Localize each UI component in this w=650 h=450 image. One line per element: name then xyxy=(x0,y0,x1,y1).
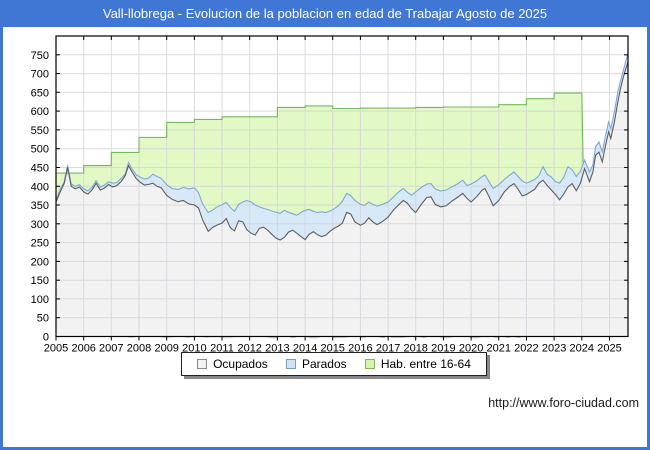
title-bar: Vall-llobrega - Evolucion de la poblacio… xyxy=(3,0,647,27)
svg-text:150: 150 xyxy=(31,275,49,287)
svg-text:650: 650 xyxy=(31,87,49,99)
ocupados-line xyxy=(55,61,629,241)
svg-text:400: 400 xyxy=(31,181,49,193)
chart-fills xyxy=(56,52,628,337)
parados-top-line xyxy=(55,52,629,216)
legend-label: Hab. entre 16-64 xyxy=(380,357,471,371)
svg-text:250: 250 xyxy=(31,238,49,250)
svg-text:2009: 2009 xyxy=(154,343,178,355)
svg-text:200: 200 xyxy=(31,256,49,268)
svg-text:0: 0 xyxy=(43,332,49,344)
svg-text:2007: 2007 xyxy=(99,343,123,355)
legend-label: Parados xyxy=(301,357,347,371)
svg-text:2015: 2015 xyxy=(320,343,344,355)
svg-text:2023: 2023 xyxy=(542,343,566,355)
svg-text:2013: 2013 xyxy=(265,343,289,355)
svg-text:50: 50 xyxy=(37,313,49,325)
svg-text:2021: 2021 xyxy=(487,343,511,355)
parados-swatch-icon xyxy=(285,359,296,369)
ocupados-swatch-icon xyxy=(197,359,208,369)
source-url: http://www.foro-ciudad.com xyxy=(488,396,639,410)
svg-text:500: 500 xyxy=(31,144,49,156)
hab16-64-swatch-icon xyxy=(364,359,375,369)
svg-text:600: 600 xyxy=(31,106,49,118)
svg-text:2020: 2020 xyxy=(459,343,483,355)
svg-text:2011: 2011 xyxy=(210,343,234,355)
x-axis-labels: 2005 2006 2007 2008 2009 2010 2011 2012 2013 2014… xyxy=(44,343,622,355)
svg-text:2010: 2010 xyxy=(182,343,206,355)
svg-text:300: 300 xyxy=(31,219,49,231)
legend-item-parados: Parados xyxy=(285,357,347,371)
grid-lines xyxy=(56,36,628,337)
svg-text:350: 350 xyxy=(31,200,49,212)
svg-text:2017: 2017 xyxy=(376,343,400,355)
population-area-chart: 2005 2006 2007 2008 2009 2010 2011 2012 2013 2014… xyxy=(31,35,629,355)
svg-text:2024: 2024 xyxy=(570,343,594,355)
svg-text:2016: 2016 xyxy=(348,343,372,355)
svg-text:2012: 2012 xyxy=(237,343,261,355)
legend-item-hab16-64: Hab. entre 16-64 xyxy=(364,357,471,371)
page-title: Vall-llobrega - Evolucion de la poblacio… xyxy=(102,6,548,21)
hab16-64-line xyxy=(56,92,584,174)
chart-legend: Ocupados Parados Hab. entre 16-64 xyxy=(181,352,487,376)
tick-marks xyxy=(55,36,628,341)
svg-text:700: 700 xyxy=(31,69,49,81)
svg-text:2025: 2025 xyxy=(597,343,621,355)
svg-text:2022: 2022 xyxy=(514,343,538,355)
svg-text:2006: 2006 xyxy=(71,343,95,355)
svg-text:750: 750 xyxy=(31,50,49,62)
svg-text:2018: 2018 xyxy=(403,343,427,355)
legend-label: Ocupados xyxy=(213,357,268,371)
legend-item-ocupados: Ocupados xyxy=(197,357,268,371)
svg-text:2005: 2005 xyxy=(44,343,68,355)
series-lines xyxy=(55,52,629,241)
svg-text:2014: 2014 xyxy=(293,343,317,355)
svg-text:2008: 2008 xyxy=(127,343,151,355)
y-axis-labels: 0 50 100 150 200 250 300 350 400 450 500 550 600 650 7… xyxy=(31,50,49,344)
svg-text:450: 450 xyxy=(31,163,49,175)
svg-text:550: 550 xyxy=(31,125,49,137)
svg-text:100: 100 xyxy=(31,294,49,306)
svg-text:2019: 2019 xyxy=(431,343,455,355)
